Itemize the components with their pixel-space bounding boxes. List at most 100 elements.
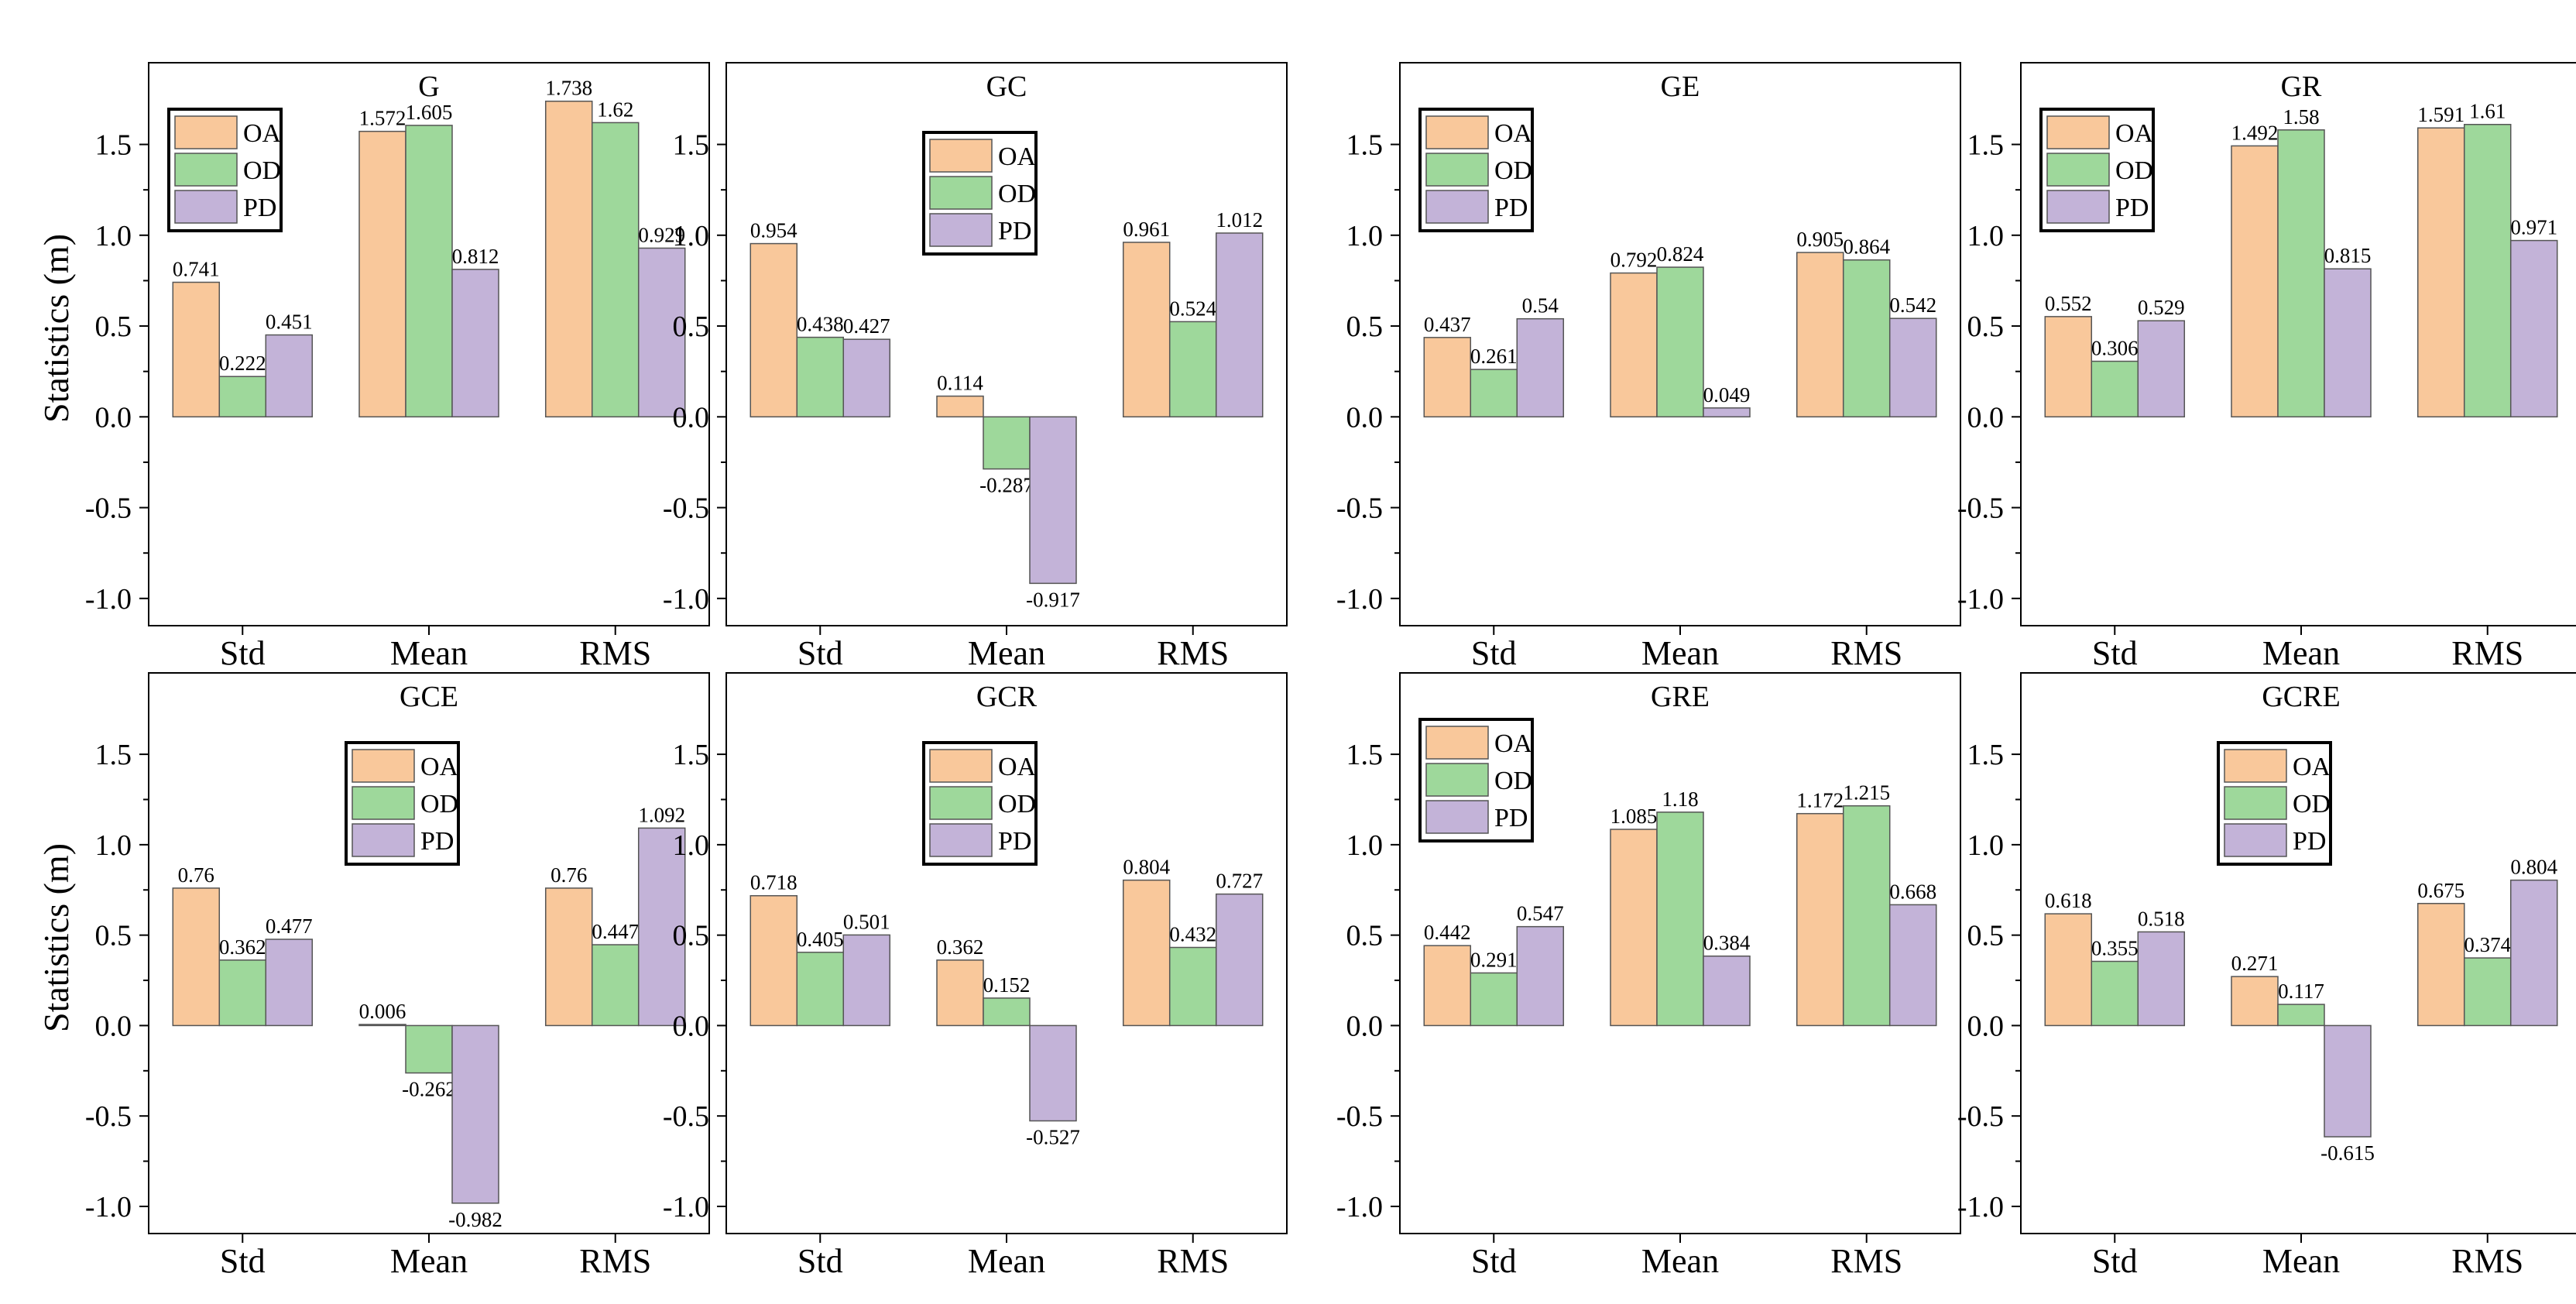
x-tick-label: RMS — [1157, 634, 1229, 672]
x-tick-label: Mean — [2262, 634, 2340, 672]
legend-swatch-oa — [174, 115, 238, 149]
x-tick-label: Std — [220, 634, 266, 672]
legend: OA OD PD — [345, 741, 460, 866]
legend-label: OD — [2293, 790, 2331, 818]
y-tick-label: -1.0 — [1336, 1191, 1383, 1223]
legend-swatch-od — [352, 786, 415, 820]
bar-oa — [2417, 903, 2465, 1027]
bar-pd — [265, 334, 314, 418]
y-tick-label: 0.5 — [673, 311, 710, 343]
legend-label: OD — [243, 156, 281, 185]
legend-swatch-od — [174, 153, 238, 187]
panel-title: GCE — [400, 681, 458, 713]
bar-oa — [544, 100, 593, 418]
bar-od — [2463, 123, 2512, 418]
data-label: 0.804 — [1123, 856, 1170, 879]
data-label: 0.291 — [1470, 948, 1518, 971]
legend-label: OA — [1494, 119, 1533, 148]
x-tick-label: Std — [1471, 634, 1517, 672]
legend: OA OD PD — [2217, 741, 2332, 866]
data-label: 1.085 — [1610, 805, 1658, 828]
legend-label: OA — [998, 753, 1037, 781]
y-tick-label: -0.5 — [663, 1100, 709, 1133]
x-tick-label: RMS — [2451, 634, 2523, 672]
y-tick-label: 0.0 — [95, 401, 132, 434]
data-label: 1.172 — [1796, 789, 1844, 812]
bar-od — [796, 336, 845, 418]
y-tick-label: 0.5 — [95, 311, 132, 343]
legend-label: OA — [1494, 729, 1533, 758]
bar-pd — [1516, 317, 1565, 418]
legend-swatch-pd — [352, 823, 415, 857]
bar-pd — [1888, 317, 1937, 418]
y-tick-label: 1.0 — [1346, 220, 1384, 252]
data-label: 0.451 — [266, 311, 313, 334]
y-tick-label: 0.0 — [1346, 1010, 1384, 1042]
legend-label: OA — [2293, 753, 2331, 781]
y-tick-label: 0.5 — [1967, 311, 2005, 343]
bar-oa — [172, 887, 221, 1027]
data-label: 0.812 — [452, 245, 499, 268]
data-label: 0.792 — [1610, 249, 1658, 272]
y-tick-label: -0.5 — [85, 492, 132, 525]
data-label: 0.432 — [1169, 923, 1216, 946]
legend-swatch-oa — [1425, 115, 1489, 149]
y-tick-label: -1.0 — [1957, 1191, 2004, 1223]
legend-swatch-od — [1425, 153, 1489, 187]
x-tick-label: Mean — [1641, 634, 1719, 672]
bar-pd — [451, 269, 499, 418]
data-label: 0.54 — [1522, 294, 1559, 317]
data-label: 0.362 — [937, 935, 984, 959]
legend-swatch-pd — [174, 190, 238, 224]
bar-od — [2463, 957, 2512, 1027]
data-label: 0.114 — [937, 372, 983, 395]
data-label: 0.405 — [797, 928, 844, 951]
y-tick-label: -0.5 — [1957, 492, 2004, 525]
y-tick-label: 1.0 — [95, 829, 132, 862]
bar-oa — [2231, 976, 2279, 1027]
bar-od — [218, 376, 267, 418]
bar-od — [2277, 129, 2325, 418]
x-tick-label: Std — [1471, 1242, 1517, 1280]
legend-swatch-pd — [1425, 800, 1489, 834]
bar-pd — [842, 338, 891, 418]
y-tick-label: 1.5 — [1967, 739, 2005, 771]
bar-od — [1168, 321, 1217, 418]
x-tick-label: Mean — [2262, 1242, 2340, 1280]
legend-swatch-oa — [929, 139, 993, 173]
bar-oa — [749, 894, 798, 1027]
legend-swatch-pd — [929, 213, 993, 247]
legend-label: PD — [2115, 194, 2149, 222]
legend-swatch-od — [2224, 786, 2287, 820]
bar-pd — [637, 247, 686, 418]
data-label: -0.917 — [1026, 588, 1080, 611]
x-tick-label: RMS — [1830, 634, 1902, 672]
bar-pd — [637, 827, 686, 1027]
data-label: -0.615 — [2320, 1141, 2375, 1165]
chart-panel-gcr: GCR -1.0 -0.5 0.0 0.5 1.0 1.5 Std 0.718 0.4050.50… — [663, 672, 1288, 1280]
legend-swatch-od — [929, 786, 993, 820]
data-label: 1.605 — [406, 101, 453, 124]
legend: OA OD PD — [1418, 718, 1534, 842]
chart-panel-gc: GC -1.0 -0.5 0.0 0.5 1.0 1.5 Std 0.954 0.438 0.427… — [663, 62, 1288, 672]
data-label: 0.374 — [2464, 933, 2511, 956]
legend-label: PD — [243, 194, 276, 222]
legend-swatch-oa — [2224, 749, 2287, 783]
data-label: 0.049 — [1703, 383, 1751, 407]
legend-label: OD — [998, 790, 1036, 818]
y-tick-label: 0.0 — [1967, 1010, 2005, 1042]
bar-oa — [749, 242, 798, 418]
legend-swatch-pd — [1425, 190, 1489, 224]
data-label: 0.864 — [1843, 235, 1890, 259]
y-tick-label: 1.0 — [673, 220, 710, 252]
bar-od — [2277, 1004, 2325, 1027]
legend: OA OD PD — [167, 108, 283, 232]
y-tick-label: -1.0 — [1336, 583, 1383, 616]
bar-od — [796, 952, 845, 1027]
bar-od — [1656, 266, 1704, 418]
data-label: 0.727 — [1216, 870, 1263, 893]
bar-pd — [1029, 416, 1077, 585]
data-label: 1.738 — [545, 77, 592, 100]
bar-pd — [1029, 1024, 1077, 1122]
